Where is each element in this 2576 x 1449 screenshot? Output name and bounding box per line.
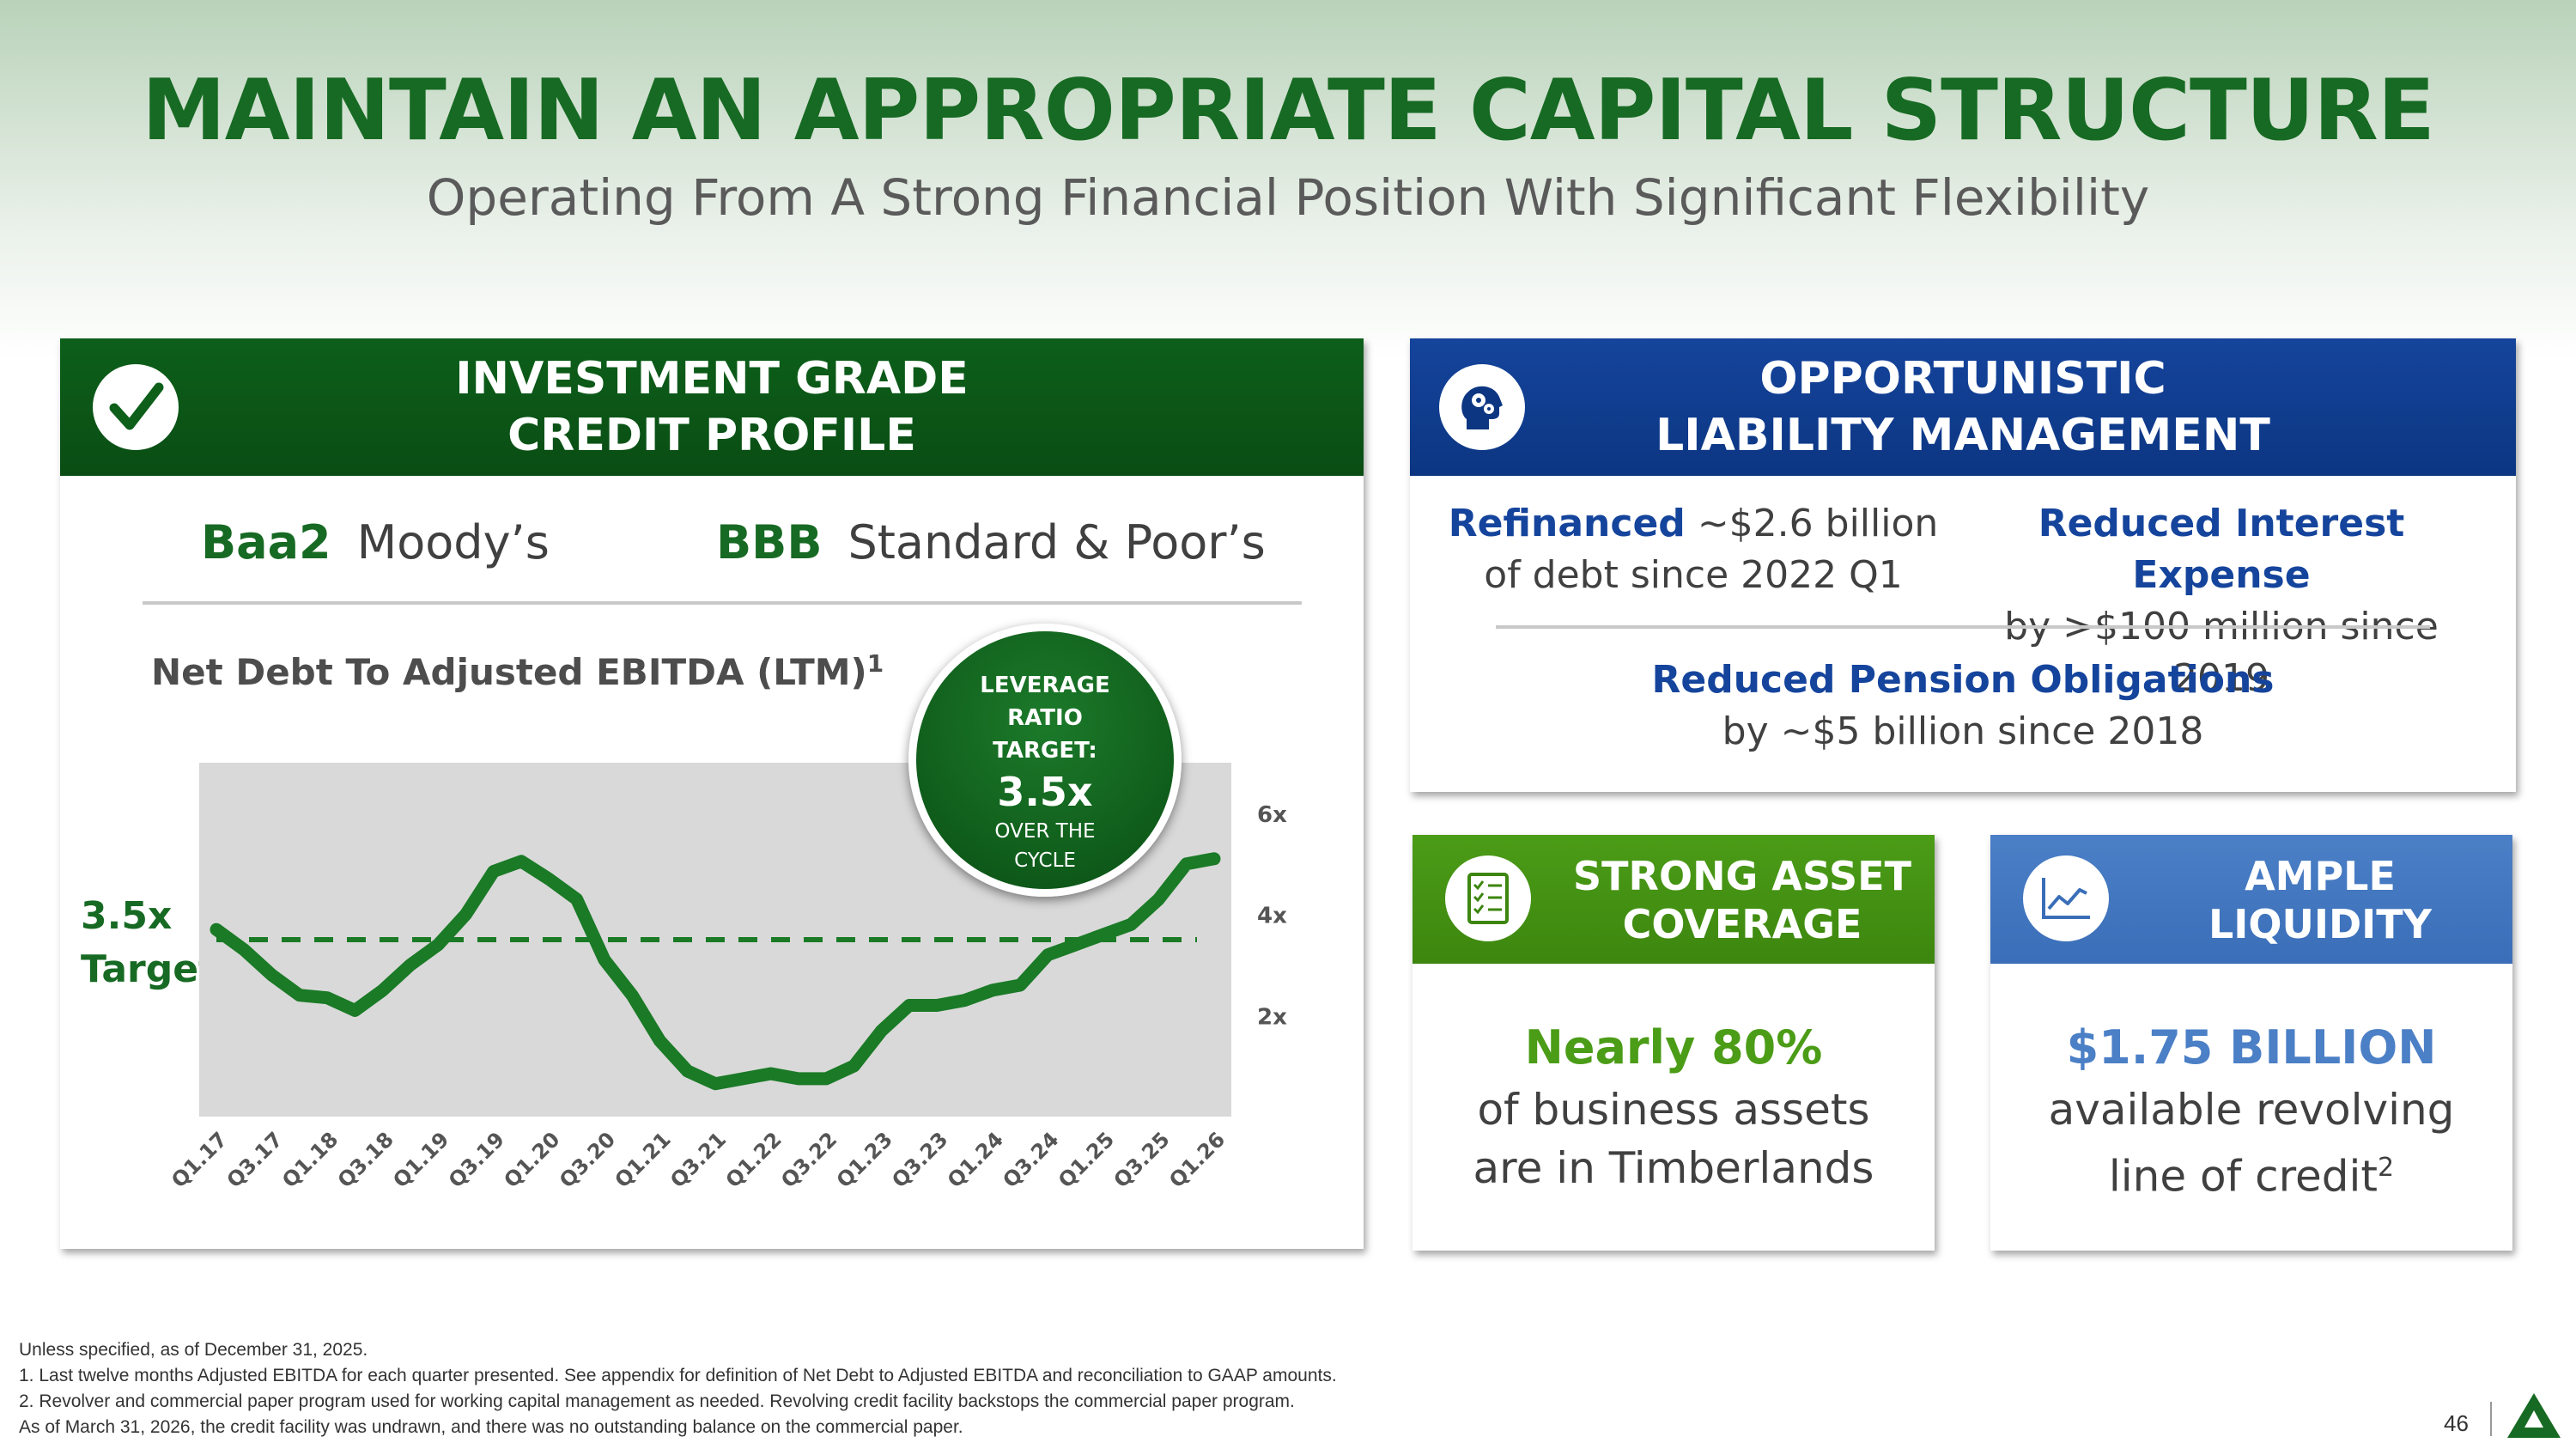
target-label-text: Target (81, 947, 217, 991)
x-tick-label: Q1.18 (277, 1127, 343, 1192)
x-tick-label: Q3.20 (555, 1127, 620, 1192)
badge-line1: LEVERAGE (980, 673, 1110, 698)
target-label-value: 3.5x (81, 894, 173, 938)
pension-detail: by ~$5 billion since 2018 (1722, 709, 2204, 753)
asset-detail-line2: are in Timberlands (1473, 1143, 1874, 1193)
asset-detail-line1: of business assets (1477, 1085, 1870, 1135)
pension-item: Reduced Pension Obligations by ~$5 billi… (1410, 654, 2516, 758)
x-tick-label: Q3.24 (998, 1127, 1063, 1192)
badge-line5: CYCLE (1014, 849, 1076, 872)
chart-title-footnote: 1 (866, 649, 884, 678)
x-tick-label: Q3.22 (776, 1127, 841, 1192)
liquidity-detail: available revolving line of credit2 (1990, 1081, 2512, 1206)
refinanced-item: Refinanced ~$2.6 billion of debt since 2… (1444, 498, 1942, 601)
leverage-chart: 2x4x6xQ1.17Q3.17Q1.18Q3.18Q1.19Q3.19Q1.2… (172, 763, 1287, 1193)
x-tick-label: Q1.17 (172, 1127, 232, 1192)
x-tick-label: Q3.19 (444, 1127, 509, 1192)
leverage-line (210, 852, 1221, 1091)
leverage-target-badge: LEVERAGE RATIO TARGET: 3.5x OVER THE CYC… (908, 624, 1182, 897)
x-tick-label: Q3.21 (665, 1127, 731, 1192)
interest-label: Reduced Interest Expense (2038, 502, 2405, 597)
x-tick-label: Q1.24 (943, 1127, 1008, 1192)
asset-headline: Nearly 80% (1524, 1020, 1823, 1075)
x-tick-label: Q1.19 (388, 1127, 453, 1192)
pension-label: Reduced Pension Obligations (1651, 658, 2275, 702)
ample-liquidity-panel: AMPLE LIQUIDITY $1.75 BILLION available … (1990, 835, 2512, 1251)
footnote-2: 2. Revolver and commercial paper program… (19, 1391, 1295, 1411)
company-logo (2507, 1393, 2561, 1438)
liability-management-panel: OPPORTUNISTIC LIABILITY MANAGEMENT Refin… (1410, 338, 2516, 792)
liquidity-detail-line2: line of credit (2108, 1151, 2379, 1202)
growth-chart-icon (2023, 855, 2109, 941)
rating-divider (143, 601, 1302, 605)
page-title: MAINTAIN AN APPROPRIATE CAPITAL STRUCTUR… (142, 62, 2435, 160)
liability-header-line2: LIABILITY MANAGEMENT (1656, 410, 2270, 461)
liability-divider (1496, 625, 2430, 629)
liquidity-header-line1: AMPLE (2245, 853, 2396, 899)
refinanced-label: Refinanced (1448, 502, 1686, 545)
asset-header-line2: COVERAGE (1622, 901, 1862, 947)
refinanced-detail: of debt since 2022 Q1 (1484, 553, 1903, 597)
y-tick-label: 2x (1257, 1004, 1287, 1030)
asset-header-line1: STRONG ASSET (1573, 853, 1911, 899)
footnote-3: As of March 31, 2026, the credit facilit… (19, 1417, 963, 1437)
sp-rating: BBB Standard & Poor’s (716, 515, 1266, 569)
liquidity-detail-line1: available revolving (2048, 1085, 2455, 1135)
credit-header-line2: CREDIT PROFILE (507, 410, 916, 461)
chart-title-text: Net Debt To Adjusted EBITDA (LTM) (151, 651, 867, 693)
liquidity-footnote: 2 (2378, 1153, 2395, 1183)
x-tick-label: Q1.26 (1164, 1127, 1230, 1192)
x-tick-label: Q1.23 (832, 1127, 897, 1192)
badge-line2: RATIO (1007, 705, 1083, 731)
head-gears-icon (1439, 364, 1525, 450)
sp-rating-agency: Standard & Poor’s (848, 515, 1266, 569)
liability-header-line1: OPPORTUNISTIC (1759, 353, 2166, 405)
x-tick-label: Q1.25 (1054, 1127, 1119, 1192)
footnote-1: 1. Last twelve months Adjusted EBITDA fo… (19, 1366, 1337, 1385)
x-tick-label: Q3.25 (1109, 1127, 1175, 1192)
x-tick-label: Q3.18 (333, 1127, 398, 1192)
badge-value: 3.5x (997, 769, 1093, 815)
badge-line4: OVER THE (994, 820, 1096, 843)
moody-rating: Baa2 Moody’s (201, 515, 550, 569)
liquidity-header-line2: LIQUIDITY (2208, 901, 2432, 947)
x-tick-label: Q3.23 (887, 1127, 952, 1192)
x-tick-label: Q1.22 (721, 1127, 787, 1192)
credit-panel-header: INVESTMENT GRADE CREDIT PROFILE (60, 338, 1364, 476)
refinanced-amount: ~$2.6 billion (1697, 502, 1939, 545)
asset-coverage-panel: STRONG ASSET COVERAGE Nearly 80% of busi… (1413, 835, 1935, 1251)
x-tick-label: Q1.21 (611, 1127, 676, 1192)
liquidity-headline: $1.75 BILLION (2066, 1020, 2437, 1075)
moody-rating-value: Baa2 (201, 515, 331, 569)
credit-header-line1: INVESTMENT GRADE (455, 353, 969, 405)
page-number: 46 (2444, 1410, 2469, 1436)
asset-detail: of business assets are in Timberlands (1413, 1081, 1935, 1197)
page-subtitle: Operating From A Strong Financial Positi… (426, 168, 2150, 227)
checkmark-icon (93, 364, 179, 450)
y-tick-label: 6x (1257, 802, 1287, 828)
footnote-0: Unless specified, as of December 31, 202… (19, 1340, 368, 1360)
moody-rating-agency: Moody’s (356, 515, 550, 569)
liability-panel-header: OPPORTUNISTIC LIABILITY MANAGEMENT (1410, 338, 2516, 476)
target-label: 3.5x Target (81, 890, 216, 996)
sp-rating-value: BBB (716, 515, 823, 569)
y-tick-label: 4x (1257, 904, 1287, 929)
liquidity-panel-header: AMPLE LIQUIDITY (1990, 835, 2512, 964)
x-tick-label: Q3.17 (222, 1127, 288, 1192)
badge-line3: TARGET: (993, 738, 1097, 764)
checklist-icon (1445, 855, 1531, 941)
page-divider (2490, 1402, 2492, 1436)
chart-title: Net Debt To Adjusted EBITDA (LTM)1 (151, 649, 884, 693)
x-tick-label: Q1.20 (499, 1127, 564, 1192)
